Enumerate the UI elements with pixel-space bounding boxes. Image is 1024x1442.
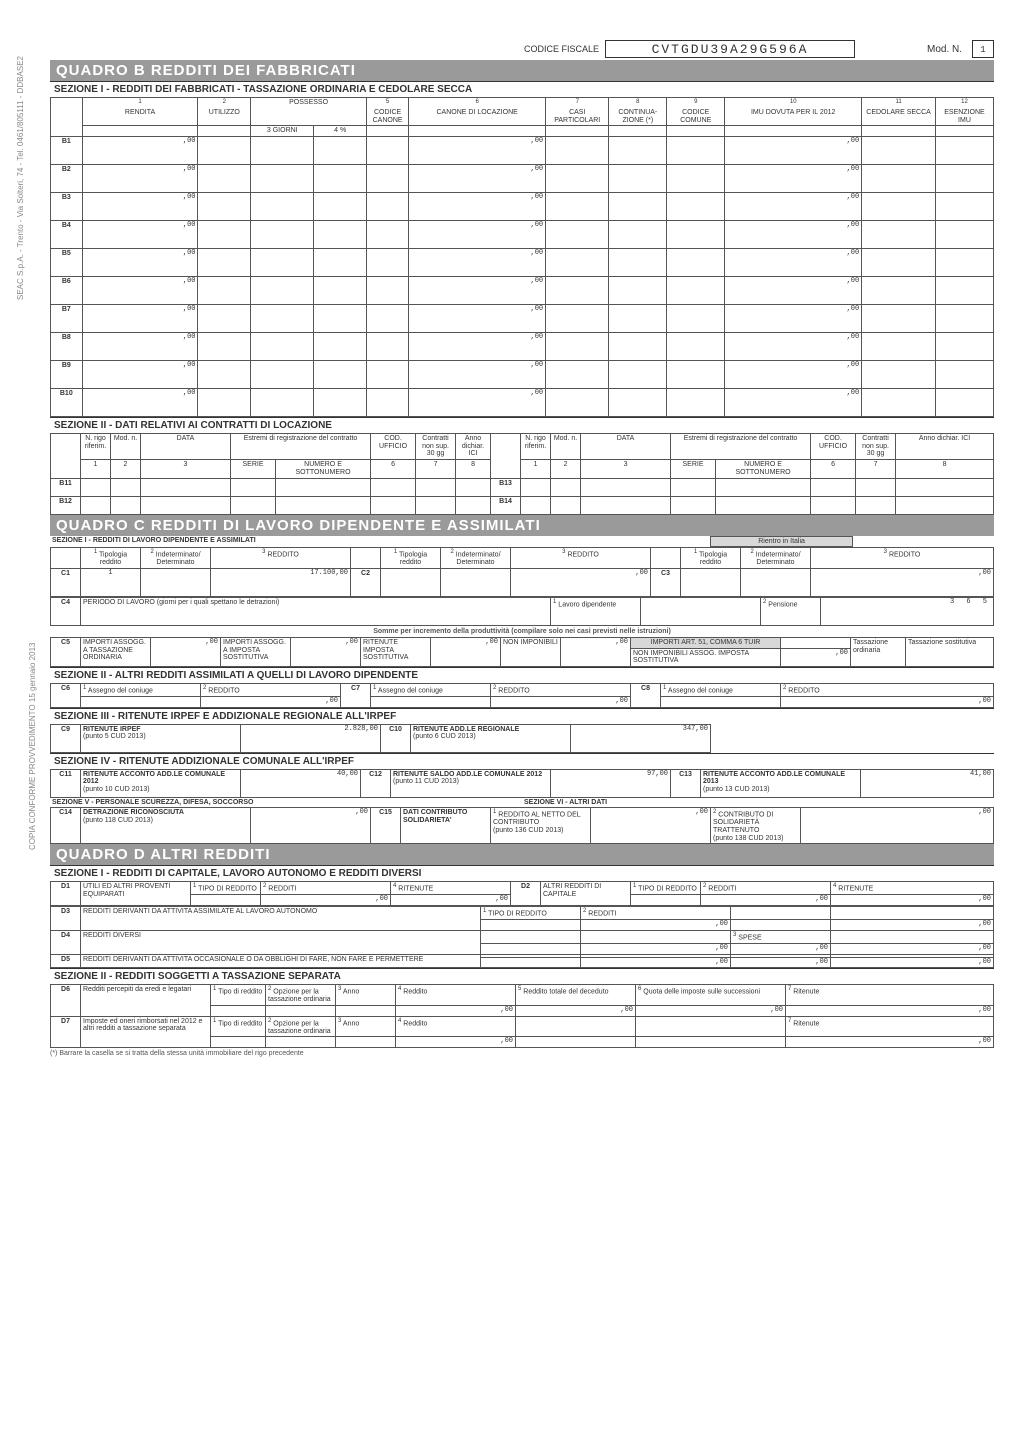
mod-n-value: 1 — [972, 40, 994, 58]
quadro-d-d1-d2: D1 UTILI ED ALTRI PROVENTI EQUIPARATI 1 … — [50, 881, 994, 906]
quadro-c-c6-c8: C6 1 Assegno del coniuge 2 REDDITO C7 1 … — [50, 683, 994, 708]
quadro-c-banner: QUADRO C REDDITI DI LAVORO DIPENDENTE E … — [50, 515, 994, 536]
cf-label: CODICE FISCALE — [524, 44, 599, 54]
quadro-b-sez2-table: N. rigo riferim. Mod. n. DATA Estremi di… — [50, 433, 994, 514]
side-copy-info: COPIA CONFORME PROVVEDIMENTO 15 gennaio … — [28, 643, 37, 850]
quadro-b-table: 1RENDITA 2UTILIZZO POSSESSO 5CODICE CANO… — [50, 97, 994, 417]
quadro-c-c4: C4 PERIODO DI LAVORO (giorni per i quali… — [50, 597, 994, 626]
quadro-b-banner: QUADRO B REDDITI DEI FABBRICATI — [50, 60, 994, 81]
mod-n-label: Mod. N. — [927, 44, 962, 55]
quadro-b-sez1: SEZIONE I - REDDITI DEI FABBRICATI - TAS… — [50, 81, 994, 97]
tax-form-page: SEAC S.p.A. - Trento - Via Solteri, 74 -… — [0, 0, 1024, 1069]
quadro-c-c5: C5 IMPORTI ASSOGG. A TASSAZIONE ORDINARI… — [50, 637, 994, 667]
codice-fiscale: CVTGDU39A29G596A — [605, 40, 855, 58]
side-print-info: SEAC S.p.A. - Trento - Via Solteri, 74 -… — [16, 56, 25, 300]
quadro-c-c1-c3: 1 Tipologia reddito 2 Indeterminato/ Det… — [50, 547, 994, 597]
footnote: (*) Barrare la casella se si tratta dell… — [50, 1048, 994, 1059]
quadro-b-sez2: SEZIONE II - DATI RELATIVI AI CONTRATTI … — [50, 417, 994, 433]
quadro-d-banner: QUADRO D ALTRI REDDITI — [50, 844, 994, 865]
